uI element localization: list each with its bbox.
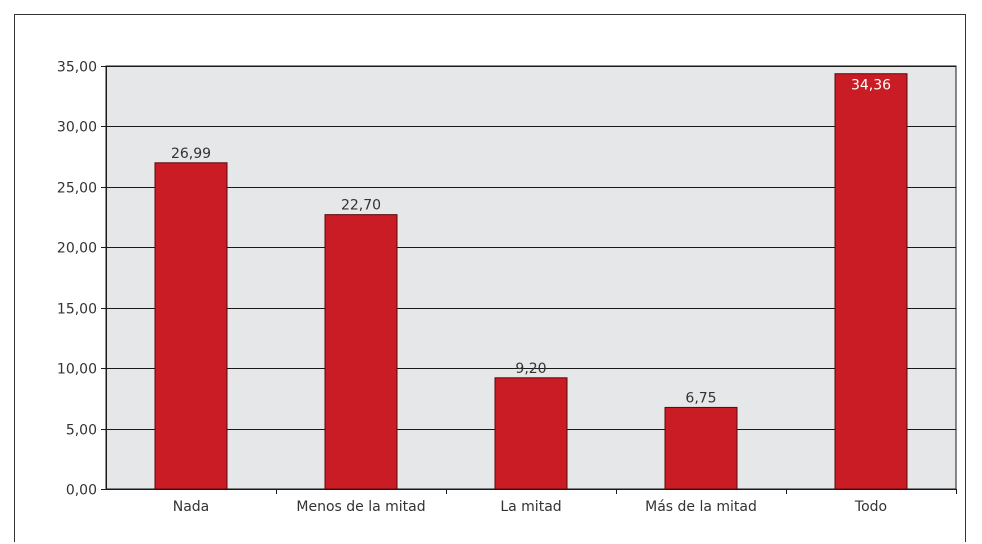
data-label: 22,70 [341, 198, 381, 214]
bar-nada [154, 162, 228, 490]
chart-frame: 0,00 5,00 10,00 15,00 20,00 25,00 30,00 35,00 Na… [14, 14, 966, 542]
bar-menos-de-la-mitad [324, 214, 398, 490]
y-tick-label: 0,00 [66, 483, 97, 499]
data-label: 26,99 [171, 146, 211, 162]
x-category-label: Menos de la mitad [296, 499, 425, 515]
gridlines [106, 66, 956, 430]
data-label: 9,20 [515, 361, 546, 377]
data-label: 6,75 [685, 390, 716, 406]
y-tick-label: 5,00 [66, 423, 97, 439]
bar-todo [834, 73, 908, 490]
labels: 0,00 5,00 10,00 15,00 20,00 25,00 30,00 35,00 Na… [57, 60, 891, 516]
data-label: 34,36 [851, 78, 891, 94]
bar-chart: 0,00 5,00 10,00 15,00 20,00 25,00 30,00 35,00 Na… [57, 60, 957, 516]
x-category-label: La mitad [500, 499, 561, 515]
y-tick-label: 10,00 [57, 362, 97, 378]
axes [101, 66, 957, 494]
bar-la-mitad [494, 377, 568, 490]
x-category-label: Nada [173, 499, 210, 515]
bar-m-s-de-la-mitad [664, 406, 738, 490]
bars [154, 73, 908, 490]
y-tick-label: 35,00 [57, 60, 97, 76]
y-tick-label: 25,00 [57, 181, 97, 197]
y-tick-label: 15,00 [57, 302, 97, 318]
x-category-label: Más de la mitad [645, 499, 757, 515]
y-tick-label: 20,00 [57, 241, 97, 257]
x-category-label: Todo [854, 499, 887, 515]
y-tick-label: 30,00 [57, 120, 97, 136]
